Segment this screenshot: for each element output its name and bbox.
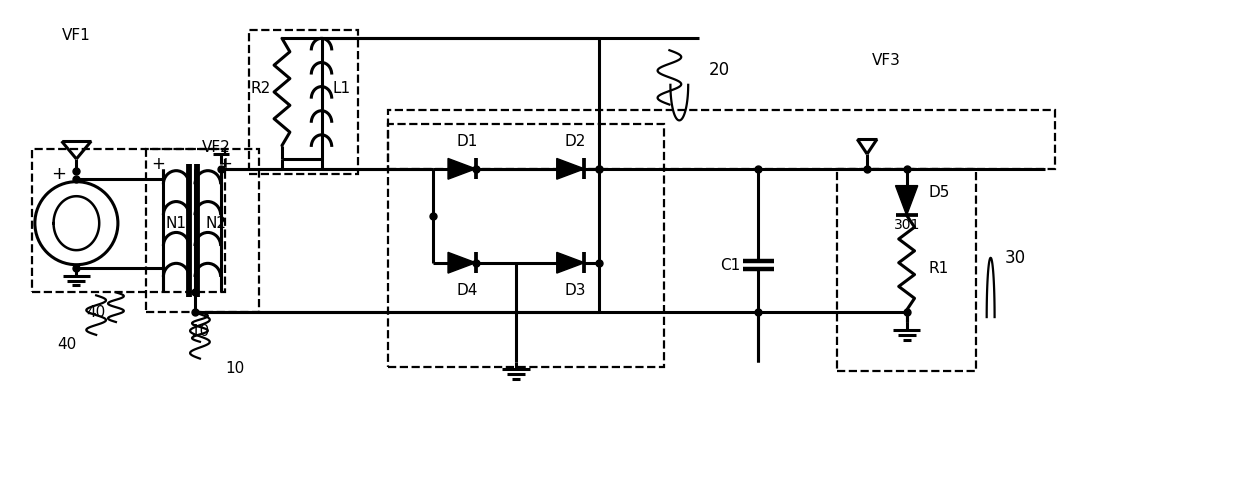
Polygon shape xyxy=(895,185,918,215)
Text: D3: D3 xyxy=(564,283,587,298)
Text: R1: R1 xyxy=(929,261,949,276)
Polygon shape xyxy=(448,252,476,273)
Text: +: + xyxy=(151,155,165,173)
Text: D4: D4 xyxy=(456,283,477,298)
Bar xyxy=(145,149,259,312)
Text: D2: D2 xyxy=(565,134,587,149)
Text: 20: 20 xyxy=(708,61,729,79)
Text: VF2: VF2 xyxy=(201,140,231,154)
Text: 10: 10 xyxy=(190,325,210,339)
Bar xyxy=(388,124,665,367)
Bar xyxy=(388,109,1055,169)
Polygon shape xyxy=(557,252,584,273)
Text: N2: N2 xyxy=(206,216,226,231)
Text: VF3: VF3 xyxy=(872,53,901,67)
Bar xyxy=(32,149,224,293)
Bar xyxy=(837,169,976,371)
Text: N1: N1 xyxy=(166,216,187,231)
Text: C1: C1 xyxy=(720,258,740,272)
Text: VF1: VF1 xyxy=(62,28,91,43)
Polygon shape xyxy=(448,158,476,179)
Text: 40: 40 xyxy=(57,337,76,352)
Text: 30: 30 xyxy=(1004,249,1025,267)
Text: 40: 40 xyxy=(87,304,105,320)
Text: L1: L1 xyxy=(332,81,351,96)
Text: D5: D5 xyxy=(929,185,950,200)
Text: +: + xyxy=(51,165,66,183)
Text: 10: 10 xyxy=(224,361,244,376)
Polygon shape xyxy=(557,158,584,179)
Bar xyxy=(249,31,358,174)
Text: D1: D1 xyxy=(456,134,477,149)
Text: +: + xyxy=(218,155,233,173)
Text: 301: 301 xyxy=(894,218,920,232)
Text: R2: R2 xyxy=(250,81,270,96)
